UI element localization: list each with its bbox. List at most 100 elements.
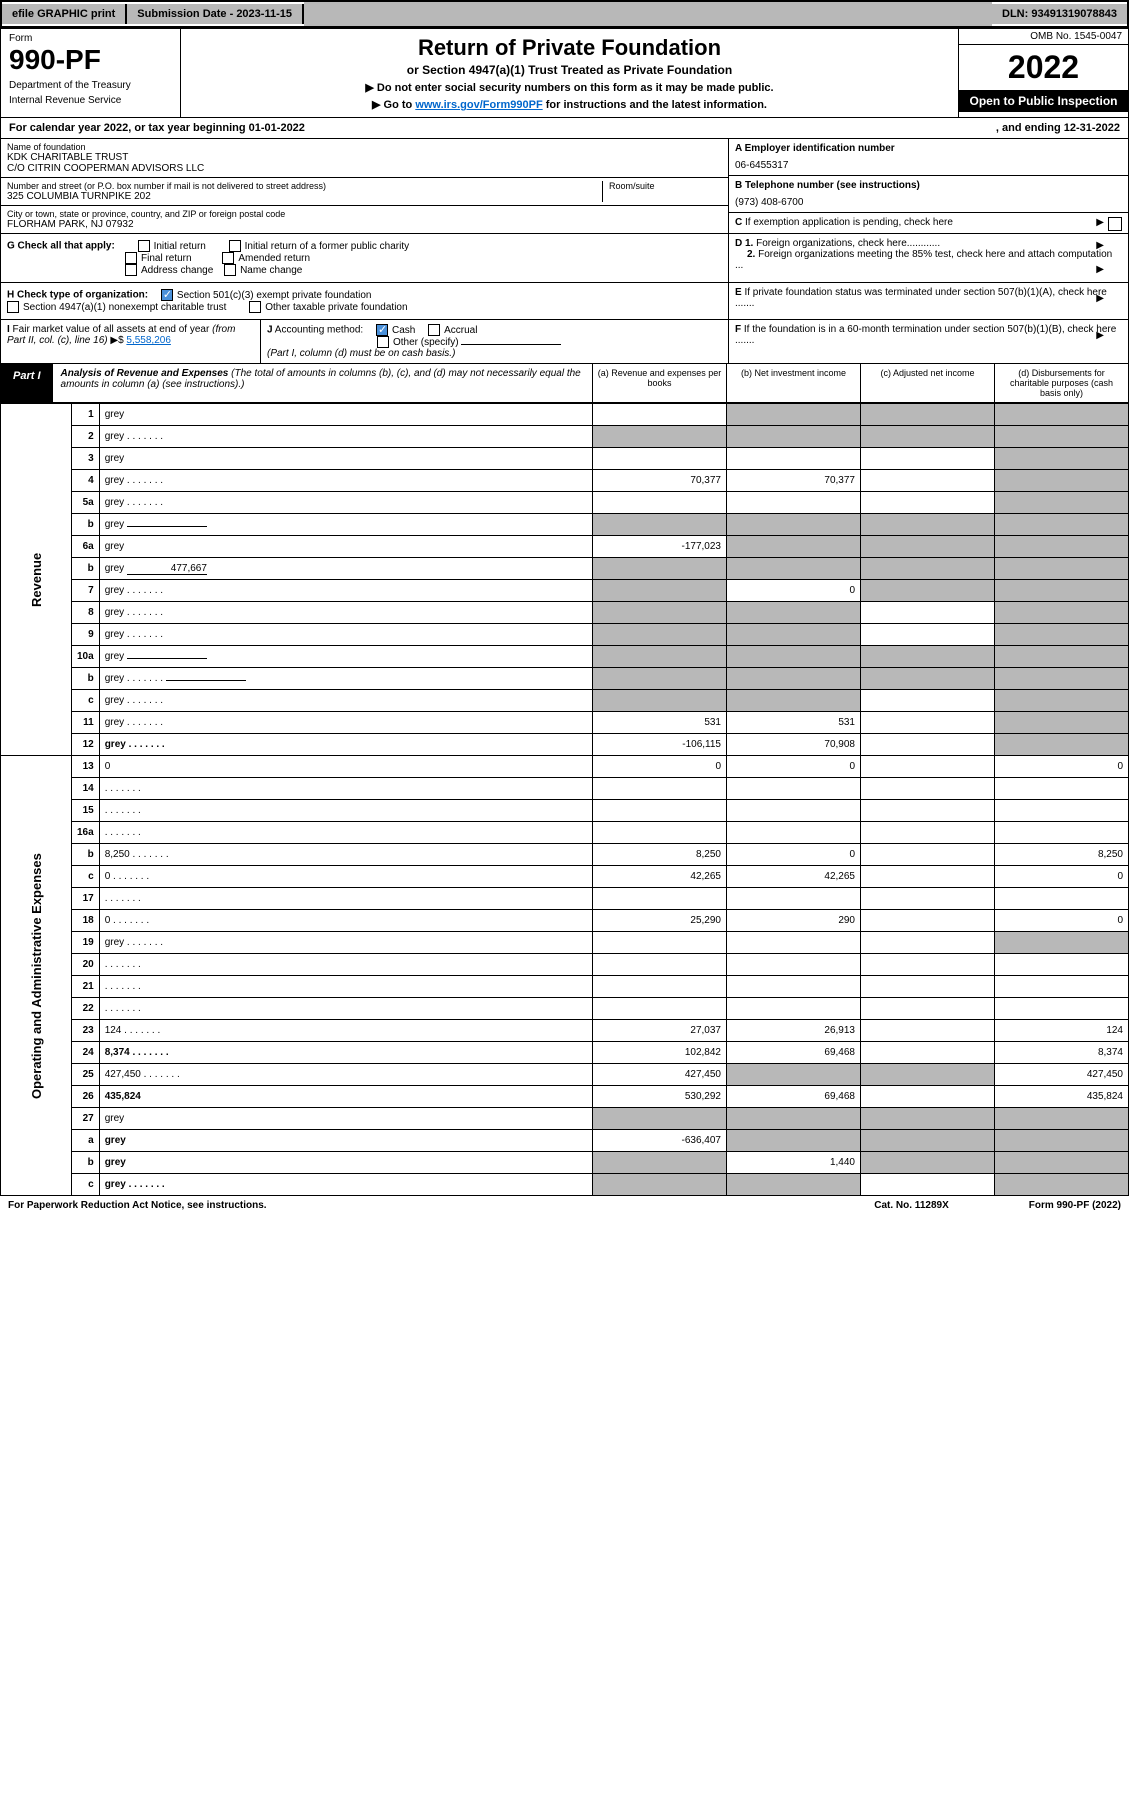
cell-c	[861, 998, 995, 1020]
dept-treasury: Department of the Treasury	[9, 80, 172, 91]
tax-year-begin: For calendar year 2022, or tax year begi…	[9, 122, 996, 134]
foundation-name-cell: Name of foundation KDK CHARITABLE TRUST …	[1, 139, 728, 178]
tax-year: 2022	[959, 45, 1128, 90]
cell-c	[861, 866, 995, 888]
footer-left: For Paperwork Reduction Act Notice, see …	[8, 1200, 874, 1211]
cell-d	[995, 778, 1129, 800]
cell-c	[861, 1042, 995, 1064]
cell-c	[861, 668, 995, 690]
row-number: a	[72, 1130, 100, 1152]
cell-d: 0	[995, 910, 1129, 932]
checkbox-c[interactable]	[1108, 217, 1122, 231]
chk-accrual[interactable]	[428, 324, 440, 336]
cell-a: 27,037	[593, 1020, 727, 1042]
row-description: grey . . . . . . .	[99, 624, 592, 646]
chk-501c3[interactable]	[161, 289, 173, 301]
cell-c	[861, 778, 995, 800]
cell-c	[861, 602, 995, 624]
cell-d: 124	[995, 1020, 1129, 1042]
cell-c	[861, 492, 995, 514]
cell-b	[727, 426, 861, 448]
footer: For Paperwork Reduction Act Notice, see …	[0, 1196, 1129, 1215]
form-label: Form	[9, 33, 172, 44]
cell-a	[593, 1108, 727, 1130]
chk-final-return[interactable]	[125, 252, 137, 264]
cell-b: 531	[727, 712, 861, 734]
row-description: grey . . . . . . .	[99, 580, 592, 602]
cell-d: 0	[995, 866, 1129, 888]
cell-b	[727, 1108, 861, 1130]
chk-cash[interactable]	[376, 324, 388, 336]
row-number: 11	[72, 712, 100, 734]
cell-b: 1,440	[727, 1152, 861, 1174]
row-description: . . . . . . .	[99, 954, 592, 976]
row-description: 0 . . . . . . .	[99, 866, 592, 888]
cell-d	[995, 1108, 1129, 1130]
row-description: 0 . . . . . . .	[99, 910, 592, 932]
cell-b	[727, 1130, 861, 1152]
row-number: 20	[72, 954, 100, 976]
cell-c	[861, 1130, 995, 1152]
cell-d	[995, 558, 1129, 580]
row-number: c	[72, 866, 100, 888]
chk-initial-former[interactable]	[229, 240, 241, 252]
cell-d	[995, 602, 1129, 624]
chk-other-taxable[interactable]	[249, 301, 261, 313]
e-section: E If private foundation status was termi…	[728, 283, 1128, 319]
h-check-row: H Check type of organization: Section 50…	[0, 283, 1129, 320]
cell-a: -636,407	[593, 1130, 727, 1152]
cell-a	[593, 976, 727, 998]
chk-address-change[interactable]	[125, 264, 137, 276]
row-description: grey . . . . . . .	[99, 712, 592, 734]
expenses-side-label: Operating and Administrative Expenses	[1, 756, 72, 1196]
cell-d	[995, 404, 1129, 426]
cell-a: 102,842	[593, 1042, 727, 1064]
cell-a: 530,292	[593, 1086, 727, 1108]
cell-d	[995, 514, 1129, 536]
topbar: efile GRAPHIC print Submission Date - 20…	[0, 0, 1129, 28]
cell-c	[861, 1108, 995, 1130]
row-description: . . . . . . .	[99, 778, 592, 800]
cell-d	[995, 800, 1129, 822]
efile-print-button[interactable]: efile GRAPHIC print	[2, 4, 127, 24]
cell-a	[593, 404, 727, 426]
row-description: grey	[99, 404, 592, 426]
exemption-cell: C C If exemption application is pending,…	[729, 213, 1128, 232]
info-right: A Employer identification number 06-6455…	[728, 139, 1128, 233]
chk-4947[interactable]	[7, 301, 19, 313]
irs-link[interactable]: www.irs.gov/Form990PF	[415, 99, 542, 111]
cell-d	[995, 426, 1129, 448]
cell-c	[861, 822, 995, 844]
row-number: 2	[72, 426, 100, 448]
part1-table: Revenue1grey2grey . . . . . . .3grey4gre…	[0, 403, 1129, 1196]
cell-b	[727, 998, 861, 1020]
cell-d	[995, 646, 1129, 668]
row-number: 4	[72, 470, 100, 492]
header-right: OMB No. 1545-0047 2022 Open to Public In…	[958, 29, 1128, 117]
row-number: 27	[72, 1108, 100, 1130]
fmv-link[interactable]: 5,558,206	[126, 335, 171, 346]
row-description: grey 477,667	[99, 558, 592, 580]
cell-d	[995, 1174, 1129, 1196]
cell-c	[861, 426, 995, 448]
cell-c	[861, 536, 995, 558]
street-cell: Number and street (or P.O. box number if…	[1, 178, 728, 206]
row-number: 19	[72, 932, 100, 954]
submission-date: Submission Date - 2023-11-15	[127, 4, 304, 24]
form-subtitle: or Section 4947(a)(1) Trust Treated as P…	[187, 63, 952, 77]
col-b-header: (b) Net investment income	[726, 364, 860, 402]
cell-b	[727, 668, 861, 690]
info-section: Name of foundation KDK CHARITABLE TRUST …	[0, 139, 1129, 234]
header-left: Form 990-PF Department of the Treasury I…	[1, 29, 181, 117]
col-c-header: (c) Adjusted net income	[860, 364, 994, 402]
row-number: c	[72, 1174, 100, 1196]
chk-amended-return[interactable]	[222, 252, 234, 264]
chk-name-change[interactable]	[224, 264, 236, 276]
row-number: 10a	[72, 646, 100, 668]
cell-a: 25,290	[593, 910, 727, 932]
cell-b	[727, 1064, 861, 1086]
chk-other-method[interactable]	[377, 336, 389, 348]
chk-initial-return[interactable]	[138, 240, 150, 252]
cell-b	[727, 800, 861, 822]
row-description: 0	[99, 756, 592, 778]
